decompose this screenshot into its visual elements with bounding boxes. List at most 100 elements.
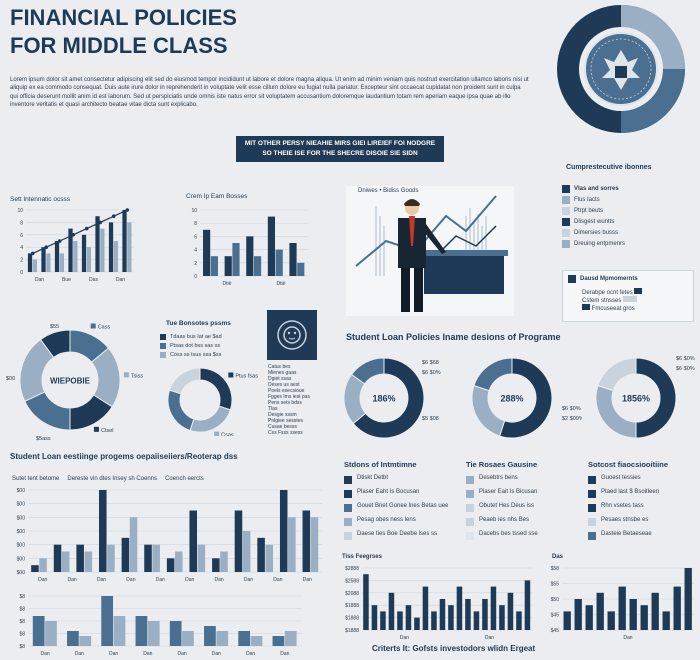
bar [490, 586, 497, 630]
x-tick-label: Dan [126, 577, 135, 583]
bar [166, 558, 175, 572]
right-box-item: Derabpe ocnt fetes [582, 288, 688, 296]
bar [563, 611, 571, 630]
list-2: Tie Rosaes Gausine Desebtrs bens Plaser … [466, 460, 584, 545]
donut-outer-label: $6 $0% [676, 356, 695, 362]
x-tick-label: Dan [212, 651, 221, 657]
y-tick-label: $45 [551, 613, 560, 619]
bar [242, 531, 251, 572]
bar [238, 631, 251, 646]
y-tick-label: $00 [17, 502, 26, 508]
highlight-banner: MIT OTHER PERSY NIEAHIE MIRS GIEI LIREIE… [236, 136, 444, 162]
bar [473, 611, 480, 630]
y-tick-label: $00 [17, 529, 26, 535]
x-tick-label: Dan [280, 651, 289, 657]
bar [76, 544, 84, 572]
bar [108, 222, 114, 272]
donuts-section-title: Student Loan Policies Iname desions of P… [346, 332, 561, 342]
bar [297, 262, 305, 276]
y-tick-label: $2088 [345, 591, 359, 597]
bar [46, 253, 51, 272]
bar [127, 222, 132, 272]
y-tick-label: $8 [19, 632, 25, 638]
bar [203, 229, 211, 276]
bar [189, 510, 198, 572]
list-item: Plaser Eaht Is Bocusan [344, 489, 464, 498]
chart2-title: Crem Ip Eam Bosses [186, 193, 248, 200]
bar [673, 586, 681, 630]
y-tick-label: 6 [194, 234, 197, 240]
slice-label: Ctsel [101, 428, 114, 434]
trend-point [125, 208, 130, 212]
bar [380, 611, 386, 630]
bar [121, 537, 130, 572]
slice-legend-swatch [90, 323, 96, 329]
trend-point [84, 226, 89, 231]
bar [234, 510, 243, 572]
list-item: Plaser Eait Is Bicusan [466, 489, 584, 498]
slice-label: Ptus fsas [235, 373, 258, 379]
x-tick-label: Dan [623, 635, 632, 641]
bar [41, 247, 46, 272]
x-tick-label: Dan [273, 577, 282, 583]
list-item: Dasteie Betaeseae [588, 531, 698, 540]
right-panel-box: Dausd Mpmomernts Derabpe ocnt fetes Cste… [562, 270, 694, 322]
donut-outer-label: $2 $09% [562, 416, 582, 422]
y-tick-label: $50 [551, 597, 560, 603]
chart11-bar: $58 $55 $50 $45 $45 Dan [551, 566, 694, 641]
chart4-title: Tue Bonsotes pssms [166, 320, 231, 327]
x-tick-label: Dan [246, 651, 255, 657]
x-tick-label: Dan [75, 651, 84, 657]
bar [662, 611, 670, 630]
donut-center-label: 288% [500, 394, 523, 404]
y-tick-label: 0 [194, 274, 197, 280]
bar [499, 605, 505, 630]
lion-icon [277, 320, 307, 350]
bar [607, 611, 615, 630]
bar [596, 592, 604, 630]
y-tick-label: $45 [551, 628, 560, 634]
bar [246, 236, 254, 276]
y-tick-label: $8 [19, 594, 25, 600]
bar [431, 611, 437, 630]
y-tick-label: 6 [20, 233, 23, 239]
x-tick-label: Dan [156, 577, 165, 583]
bar [113, 241, 119, 272]
y-tick-label: 4 [194, 248, 197, 254]
bar [254, 256, 262, 276]
list-item: Pesaes stnsbe es [588, 517, 698, 526]
pie-slice [597, 357, 637, 392]
bar [27, 253, 33, 272]
bar [73, 241, 78, 272]
bar [67, 631, 79, 646]
x-tick-label: Dan [178, 651, 187, 657]
list-item: Guoest tessies [588, 475, 698, 484]
right-item: Vlas and sorres [562, 183, 694, 194]
x-tick-label: Dan [38, 577, 47, 583]
bar [32, 259, 38, 272]
bar [275, 249, 283, 276]
bar [81, 234, 87, 272]
bar [84, 551, 93, 572]
chart8-legend-item: Dereste vin dtes Insey sh Coenns [67, 476, 158, 482]
pie-slice [499, 357, 553, 439]
bar [39, 558, 47, 572]
bar [284, 631, 297, 646]
businessman-illustration: Dniwes • Bidiss Goods [346, 186, 514, 316]
x-tick-label: Dan [41, 651, 50, 657]
bar [107, 544, 115, 572]
list-item: Dacebs bes tssed sse [466, 531, 584, 540]
bar [640, 605, 648, 630]
bar [405, 605, 412, 630]
chart1-bar-line: 10 8 6 4 2 0 Dan Bue Das Dan [17, 208, 134, 283]
chart10-title: Tiss Feegrses [342, 554, 382, 560]
bar [182, 631, 194, 646]
bar [79, 636, 92, 646]
bar [152, 544, 160, 572]
x-tick-label: Dtiè [223, 281, 232, 287]
bar [99, 490, 107, 572]
mini-legend: Tdaas bus Iat ae $ad Ptsas dot bss sas s… [160, 332, 260, 359]
right-item: Dlisgest wuntts [562, 216, 694, 227]
y-tick-label: $1888 [345, 628, 359, 634]
y-tick-label: $2588 [345, 578, 359, 584]
